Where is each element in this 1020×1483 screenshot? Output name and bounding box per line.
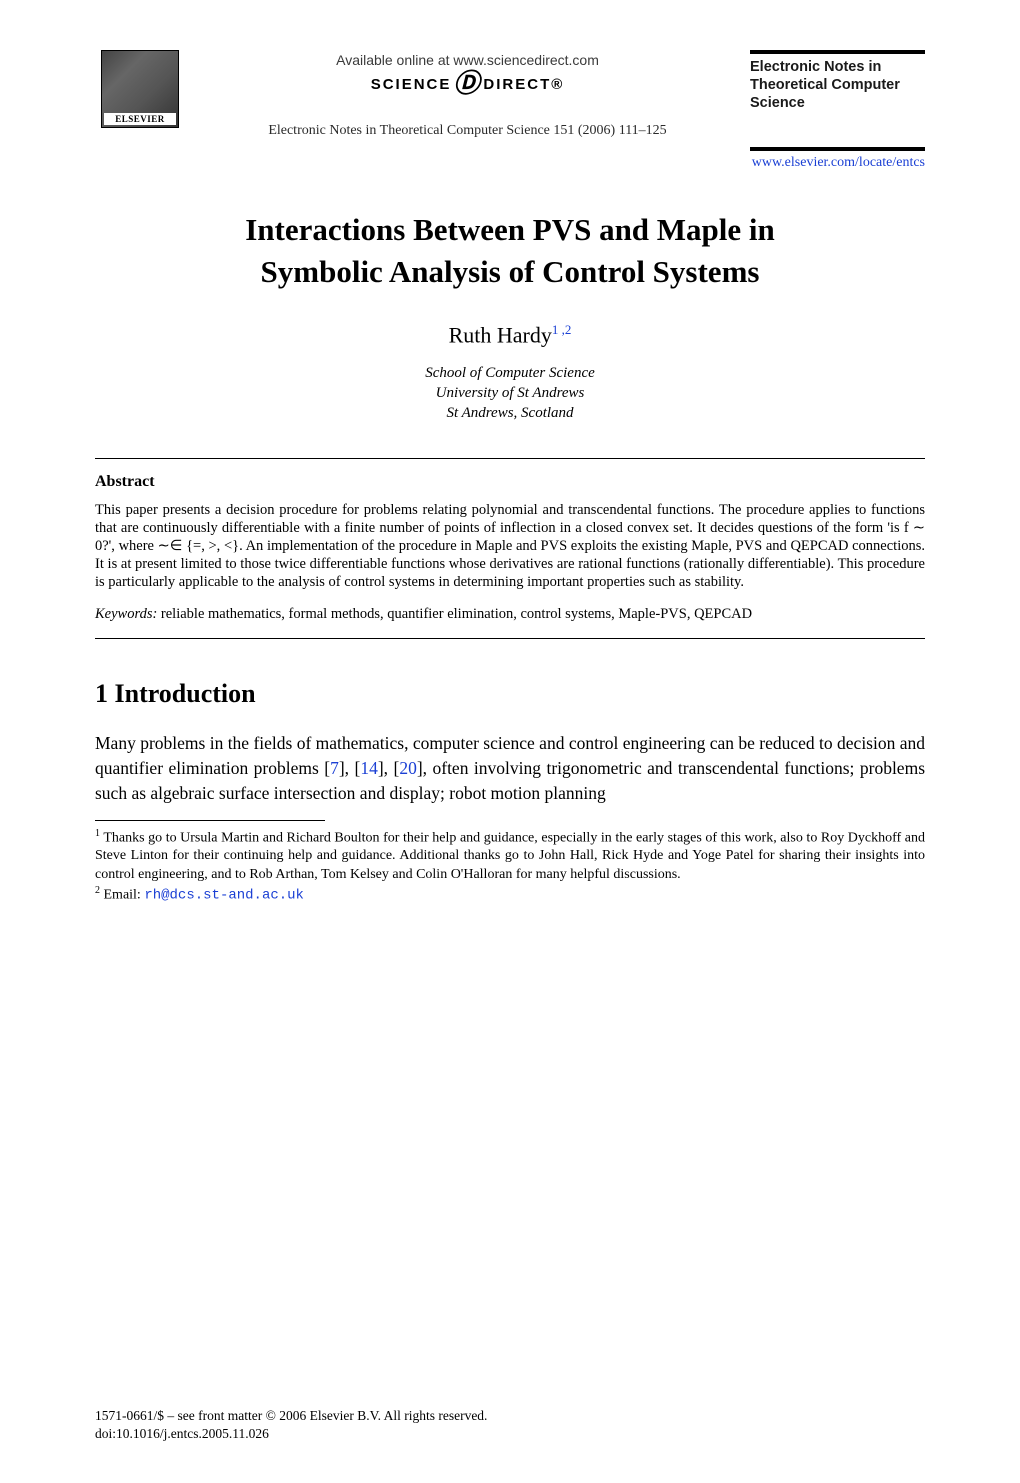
publisher-logo-block: ELSEVIER xyxy=(95,50,185,128)
abstract-bottom-rule xyxy=(95,638,925,639)
page-footer: 1571-0661/$ – see front matter © 2006 El… xyxy=(95,1407,487,1443)
citation-7[interactable]: 7 xyxy=(330,758,339,778)
sd-text-right: DIRECT® xyxy=(483,76,564,93)
journal-locate-link[interactable]: www.elsevier.com/locate/entcs xyxy=(95,155,925,171)
sciencedirect-logo: SCIENCE Ⓓ DIRECT® xyxy=(371,74,565,95)
abstract-body: This paper presents a decision procedure… xyxy=(95,501,925,592)
header-right: Electronic Notes in Theoretical Computer… xyxy=(750,50,925,112)
page-header: ELSEVIER Available online at www.science… xyxy=(95,50,925,139)
sd-text-left: SCIENCE xyxy=(371,76,452,93)
doi-line: doi:10.1016/j.entcs.2005.11.026 xyxy=(95,1425,487,1443)
abstract-top-rule xyxy=(95,458,925,459)
author-name: Ruth Hardy xyxy=(449,323,552,348)
abstract-heading: Abstract xyxy=(95,473,925,491)
footnote-1-text: Thanks go to Ursula Martin and Richard B… xyxy=(95,830,925,881)
elsevier-tree-icon: ELSEVIER xyxy=(101,50,179,128)
citation-20[interactable]: 20 xyxy=(399,758,417,778)
footnote-2-label: Email: xyxy=(100,887,144,902)
sciencedirect-d-icon: Ⓓ xyxy=(453,74,481,95)
keywords-text: reliable mathematics, formal methods, qu… xyxy=(157,606,752,622)
copyright-line: 1571-0661/$ – see front matter © 2006 El… xyxy=(95,1407,487,1425)
journal-citation: Electronic Notes in Theoretical Computer… xyxy=(268,123,666,139)
author-email-link[interactable]: rh@dcs.st-and.ac.uk xyxy=(144,887,304,903)
keywords-label: Keywords: xyxy=(95,606,157,622)
author-line: Ruth Hardy1 ,2 xyxy=(95,322,925,348)
intro-text-b: ], [ xyxy=(339,758,361,778)
title-line-1: Interactions Between PVS and Maple in xyxy=(245,212,775,247)
publisher-name: ELSEVIER xyxy=(104,113,176,125)
citation-14[interactable]: 14 xyxy=(360,758,378,778)
affiliation-block: School of Computer Science University of… xyxy=(95,363,925,424)
intro-paragraph-1: Many problems in the fields of mathemati… xyxy=(95,731,925,806)
keywords-block: Keywords: reliable mathematics, formal m… xyxy=(95,605,925,624)
intro-text-c: ], [ xyxy=(378,758,400,778)
affiliation-line-2: University of St Andrews xyxy=(436,385,585,401)
paper-title: Interactions Between PVS and Maple in Sy… xyxy=(95,209,925,293)
footnote-2: 2 Email: rh@dcs.st-and.ac.uk xyxy=(95,884,925,905)
author-footnote-marks[interactable]: 1 ,2 xyxy=(552,322,572,337)
title-line-2: Symbolic Analysis of Control Systems xyxy=(261,254,760,289)
footnote-1: 1 Thanks go to Ursula Martin and Richard… xyxy=(95,827,925,884)
affiliation-line-1: School of Computer Science xyxy=(425,365,595,381)
header-bottom-rule xyxy=(750,147,925,151)
affiliation-line-3: St Andrews, Scotland xyxy=(446,405,573,421)
header-center: Available online at www.sciencedirect.co… xyxy=(185,50,750,139)
available-online-text: Available online at www.sciencedirect.co… xyxy=(336,52,599,68)
journal-title: Electronic Notes in Theoretical Computer… xyxy=(750,58,925,112)
header-top-rule xyxy=(750,50,925,54)
section-1-heading: 1 Introduction xyxy=(95,679,925,709)
footnote-rule xyxy=(95,820,325,821)
